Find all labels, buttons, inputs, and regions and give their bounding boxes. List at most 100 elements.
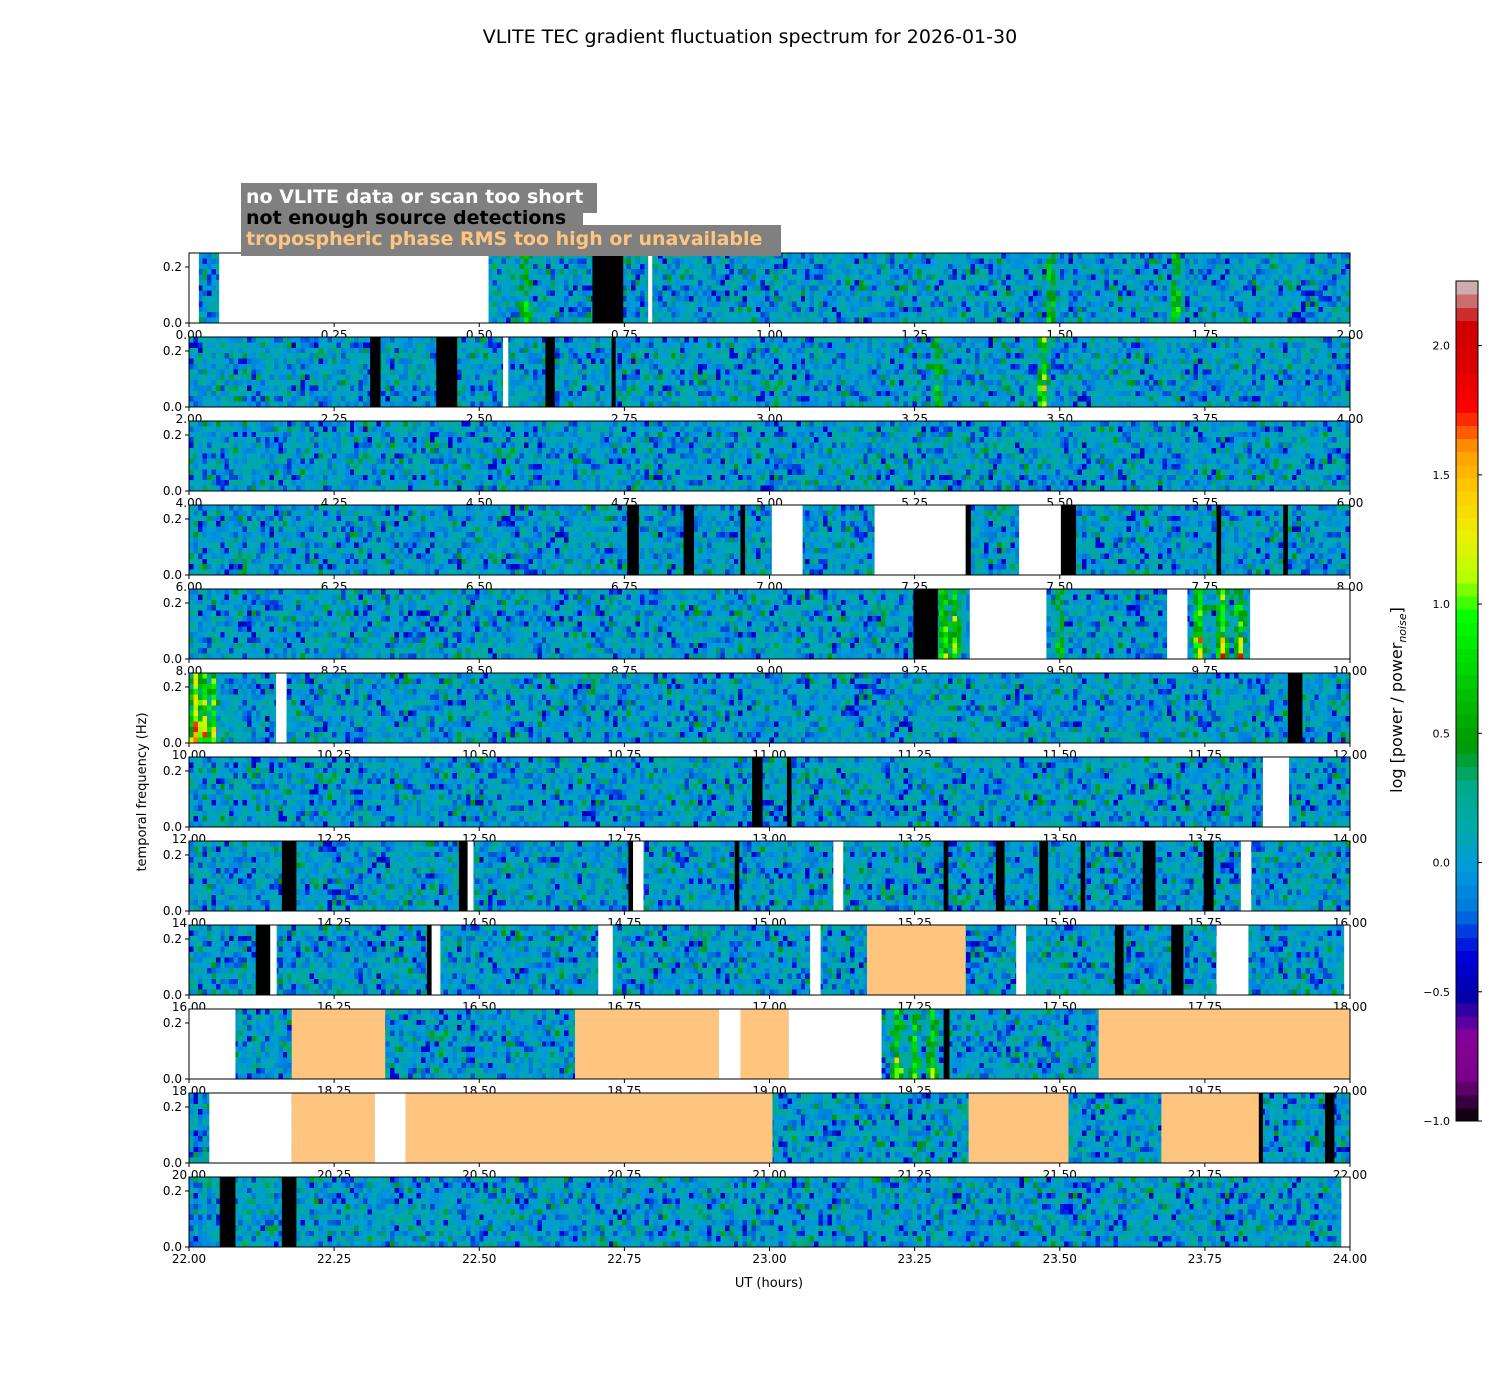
interval-detect (545, 337, 555, 407)
spectrum-cells (189, 757, 1351, 828)
interval-nodata (833, 841, 844, 911)
interval-nodata (467, 841, 474, 911)
y-tick-label: 0.0 (163, 484, 182, 498)
panel-6: 0.00.212.00 12.25 12.50 12.75 13.00 13.25 13.5… (163, 756, 1367, 846)
y-tick-label: 0.2 (163, 596, 182, 610)
interval-nodata (270, 925, 277, 995)
interval-nodata (1240, 841, 1252, 911)
panel-9: 0.00.218.00 18.25 18.50 18.75 19.00 19.25 19.5… (163, 1008, 1367, 1098)
colorbar-tick-label: −1.0 (1423, 1115, 1450, 1128)
interval-detect (628, 841, 634, 911)
interval-nodata (1262, 757, 1290, 827)
legend-entry: no VLITE data or scan too short (246, 186, 583, 208)
legend-entry: tropospheric phase RMS too high or unava… (246, 228, 762, 250)
panel-4: 0.00.28.00 8.25 8.50 8.75 9.00 9.25 9.50 9.75 10… (163, 588, 1367, 678)
x-tick-label: 23.25 (897, 1252, 931, 1266)
interval-nodata (1216, 925, 1249, 995)
y-tick-label: 0.2 (163, 344, 182, 358)
y-tick-label: 0.0 (163, 736, 182, 750)
y-tick-label: 0.0 (163, 1156, 182, 1170)
interval-nodata (1250, 589, 1350, 659)
interval-nodata (219, 253, 489, 323)
interval-detect (740, 505, 746, 575)
panel-2: 0.00.24.00 4.25 4.50 4.75 5.00 5.25 5.50 5.75 6.… (163, 420, 1363, 510)
interval-detect (1216, 505, 1222, 575)
y-tick-label: 0.2 (163, 1016, 182, 1030)
interval-detect (913, 589, 938, 659)
interval-nodata (209, 1093, 292, 1163)
interval-detect (683, 505, 695, 575)
y-tick-label: 0.0 (163, 1240, 182, 1254)
y-tick-label: 0.0 (163, 316, 182, 330)
colorbar-tick-label: −0.5 (1423, 986, 1450, 999)
panel-10: 0.00.220.00 20.25 20.50 20.75 21.00 21.25 21.5… (163, 1092, 1367, 1182)
interval-detect (281, 1177, 297, 1247)
interval-detect (1114, 925, 1124, 995)
interval-nodata (969, 589, 1047, 659)
y-tick-label: 0.2 (163, 848, 182, 862)
y-tick-label: 0.2 (163, 1184, 182, 1198)
interval-nodata (810, 925, 821, 995)
y-tick-label: 0.2 (163, 260, 182, 274)
interval-tropo (968, 1093, 1069, 1163)
interval-nodata (1019, 505, 1061, 575)
interval-detect (1060, 505, 1076, 575)
interval-tropo (1161, 1093, 1259, 1163)
interval-detect (592, 253, 624, 323)
interval-nodata (189, 1009, 236, 1079)
spectrum-cells (189, 673, 1351, 744)
interval-detect (734, 841, 740, 911)
y-tick-label: 0.0 (163, 820, 182, 834)
interval-detect (1080, 841, 1086, 911)
x-axis-label: UT (hours) (735, 1276, 803, 1291)
x-tick-label: 23.50 (1043, 1252, 1077, 1266)
chart-title: VLITE TEC gradient fluctuation spectrum … (483, 26, 1017, 48)
interval-tropo (740, 1009, 789, 1079)
y-tick-label: 0.2 (163, 680, 182, 694)
interval-nodata (874, 505, 966, 575)
y-tick-label: 0.2 (163, 932, 182, 946)
panel-5: 0.00.210.00 10.25 10.50 10.75 11.00 11.25 11.5… (163, 672, 1367, 762)
spectrum-cells (189, 505, 1351, 576)
spectrum-cells (189, 841, 1351, 912)
panel-7: 0.00.214.00 14.25 14.50 14.75 15.00 15.25 15.5… (163, 840, 1367, 930)
interval-detect (627, 505, 639, 575)
spectrum-cells (189, 421, 1351, 492)
interval-detect (1039, 841, 1049, 911)
interval-detect (752, 757, 763, 827)
panel-11: 0.0 0.2 22.00 22.25 22.50 22.75 23.00 23.25 23.5… (163, 1176, 1367, 1266)
colorbar-label-end: ] (1387, 607, 1406, 613)
interval-detect (965, 505, 971, 575)
panel-3: 0.00.26.00 6.25 6.50 6.75 7.00 7.25 7.50 7.75 8.… (163, 504, 1363, 594)
interval-tropo (867, 925, 966, 995)
y-tick-label: 0.2 (163, 764, 182, 778)
interval-detect (1287, 673, 1303, 743)
interval-nodata (771, 505, 803, 575)
interval-nodata (788, 1009, 882, 1079)
y-tick-label: 0.0 (163, 988, 182, 1002)
x-tick-label: 23.00 (752, 1252, 786, 1266)
interval-detect (1203, 841, 1214, 911)
interval-detect (943, 841, 949, 911)
x-tick-label: 22.25 (317, 1252, 351, 1266)
interval-nodata (503, 337, 509, 407)
panel-0: 0.00.20.00 0.25 0.50 0.75 1.00 1.25 1.50 1.75 2.… (163, 252, 1363, 342)
y-axis-label: temporal frequency (Hz) (135, 712, 150, 871)
interval-detect (458, 841, 468, 911)
interval-nodata (633, 841, 644, 911)
y-tick-label: 0.0 (163, 568, 182, 582)
interval-detect (1283, 505, 1288, 575)
colorbar-tick-label: 2.0 (1433, 340, 1451, 353)
interval-detect (1325, 1093, 1335, 1163)
interval-nodata (1341, 1177, 1350, 1247)
colorbar: −1.0 −0.5 0.0 0.5 1.0 1.5 2.0 (1423, 280, 1482, 1128)
interval-nodata (598, 925, 613, 995)
panel-1: 0.00.22.00 2.25 2.50 2.75 3.00 3.25 3.50 3.75 4.… (163, 336, 1363, 426)
interval-nodata (719, 1009, 741, 1079)
interval-nodata (648, 253, 653, 323)
interval-tropo (1098, 1009, 1350, 1079)
interval-detect (1142, 841, 1156, 911)
interval-detect (219, 1177, 236, 1247)
interval-detect (1258, 1093, 1263, 1163)
